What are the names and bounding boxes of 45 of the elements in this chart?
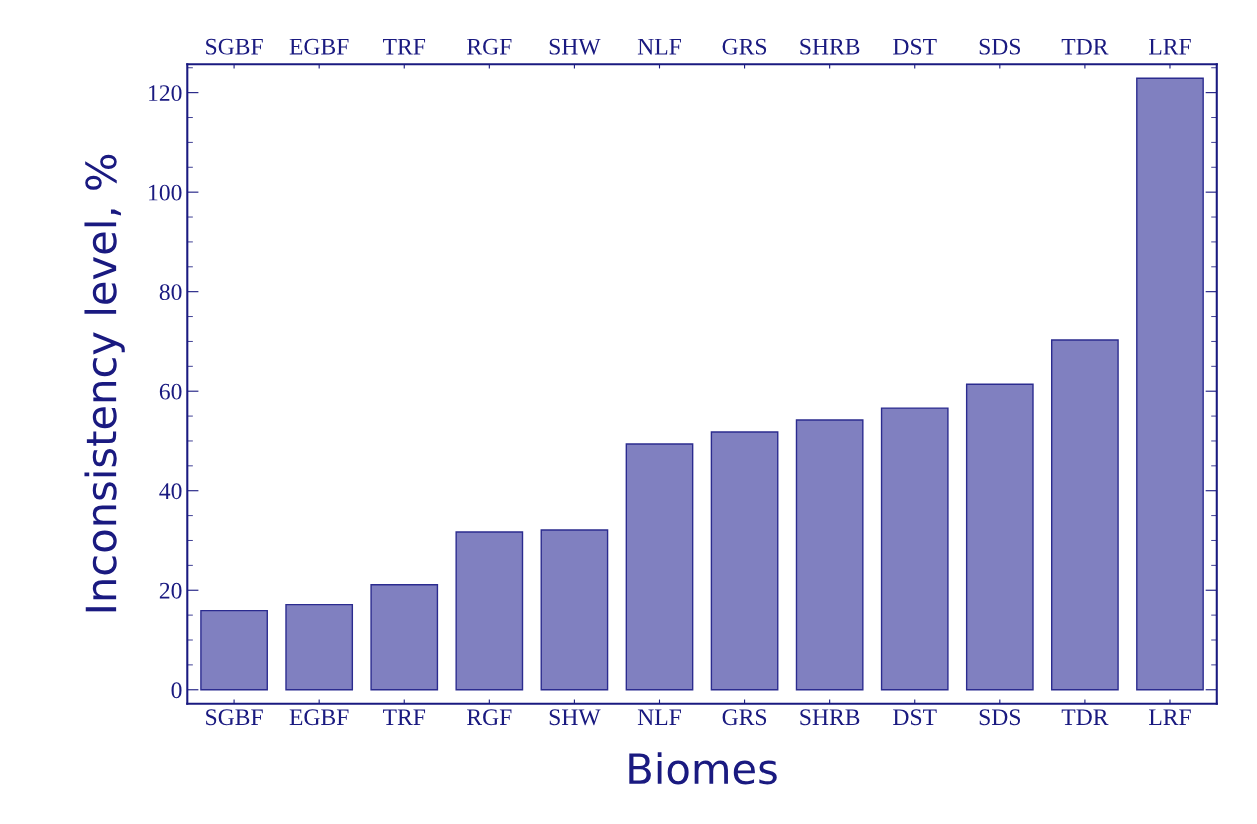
category-label: DST bbox=[893, 38, 937, 55]
bar bbox=[285, 603, 354, 691]
category-label: SDS bbox=[979, 38, 1021, 55]
bar bbox=[540, 529, 609, 691]
bar bbox=[370, 584, 439, 691]
category-label: GRS bbox=[722, 38, 767, 55]
y-tick-label: 80 bbox=[159, 284, 182, 301]
y-tick-label: 0 bbox=[171, 682, 182, 699]
category-label: NLF bbox=[637, 38, 681, 55]
y-tick-label: 60 bbox=[159, 383, 182, 400]
category-label: RGF bbox=[467, 38, 512, 55]
x-tick-label: TRF bbox=[383, 709, 426, 725]
bar bbox=[625, 443, 694, 691]
bar bbox=[880, 407, 949, 691]
category-label: TRF bbox=[383, 38, 426, 55]
category-label: SHW bbox=[549, 38, 601, 55]
x-tick-label: DST bbox=[893, 709, 937, 726]
y-axis-title: Inconsistency level, % bbox=[84, 154, 125, 612]
x-tick-label: SDS bbox=[979, 709, 1021, 726]
x-tick-label: EGBF bbox=[289, 709, 349, 726]
bar bbox=[200, 609, 268, 691]
y-tick-label: 20 bbox=[159, 582, 182, 599]
x-tick-label: TDR bbox=[1061, 709, 1109, 725]
x-tick-label: SGBF bbox=[206, 709, 263, 726]
x-tick-label: SHRB bbox=[800, 709, 860, 726]
bar bbox=[795, 419, 864, 691]
category-label: SGBF bbox=[206, 38, 263, 55]
y-tick-label: 100 bbox=[149, 184, 182, 201]
x-axis-title: Biomes bbox=[629, 752, 777, 785]
x-tick-label: SHW bbox=[549, 709, 601, 726]
bar bbox=[710, 431, 779, 691]
x-tick-label: RGF bbox=[467, 709, 512, 726]
bar bbox=[965, 383, 1034, 691]
category-label: EGBF bbox=[289, 38, 349, 55]
x-tick-label: GRS bbox=[722, 709, 767, 726]
bar bbox=[1136, 77, 1204, 691]
bar bbox=[455, 531, 524, 691]
y-tick-label: 40 bbox=[159, 483, 182, 500]
category-label: SHRB bbox=[800, 38, 860, 55]
x-tick-label: LRF bbox=[1149, 709, 1191, 725]
bar bbox=[1051, 339, 1119, 691]
category-label: TDR bbox=[1061, 38, 1109, 55]
x-tick-label: NLF bbox=[637, 709, 681, 725]
category-label: LRF bbox=[1149, 38, 1191, 55]
y-tick-label: 120 bbox=[149, 85, 182, 102]
